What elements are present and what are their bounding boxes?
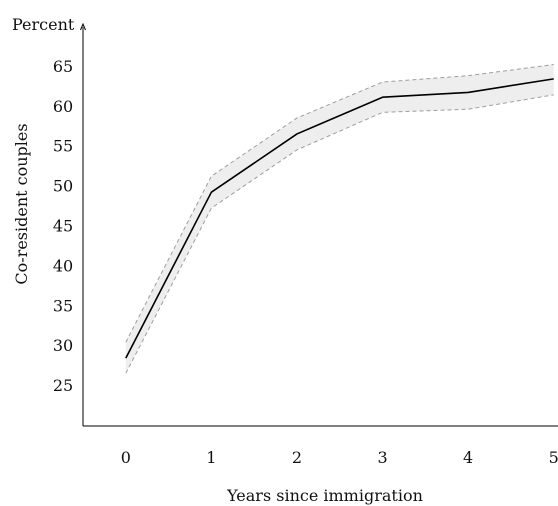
x-tick-label: 3 bbox=[377, 448, 387, 467]
y-axis-arrow bbox=[80, 22, 86, 31]
plot-area bbox=[125, 64, 554, 374]
axes bbox=[80, 22, 558, 427]
x-tick-label: 0 bbox=[121, 448, 131, 467]
y-tick-label: 35 bbox=[53, 296, 73, 315]
y-tick-label: 30 bbox=[53, 336, 73, 355]
y-tick-labels: 25 30 35 40 45 50 55 60 65 bbox=[53, 57, 73, 395]
x-tick-label: 2 bbox=[292, 448, 302, 467]
y-tick-label: 50 bbox=[53, 177, 73, 196]
series-line bbox=[125, 78, 554, 359]
y-axis-title: Co-resident couples bbox=[12, 123, 31, 284]
y-tick-label: 65 bbox=[53, 57, 73, 76]
y-tick-label: 45 bbox=[53, 217, 73, 236]
confidence-lower-bound bbox=[125, 94, 554, 374]
x-tick-label: 5 bbox=[549, 448, 558, 467]
y-tick-label: 25 bbox=[53, 376, 73, 395]
x-axis-title: Years since immigration bbox=[226, 486, 423, 505]
confidence-band bbox=[125, 64, 554, 374]
x-tick-labels: 0 1 2 3 4 5 bbox=[121, 448, 558, 467]
y-tick-label: 60 bbox=[53, 97, 73, 116]
x-tick-label: 1 bbox=[206, 448, 216, 467]
y-tick-label: 55 bbox=[53, 137, 73, 156]
unit-label: Percent bbox=[12, 15, 75, 34]
confidence-upper-bound bbox=[125, 64, 554, 343]
y-tick-label: 40 bbox=[53, 256, 73, 275]
x-tick-label: 4 bbox=[463, 448, 473, 467]
